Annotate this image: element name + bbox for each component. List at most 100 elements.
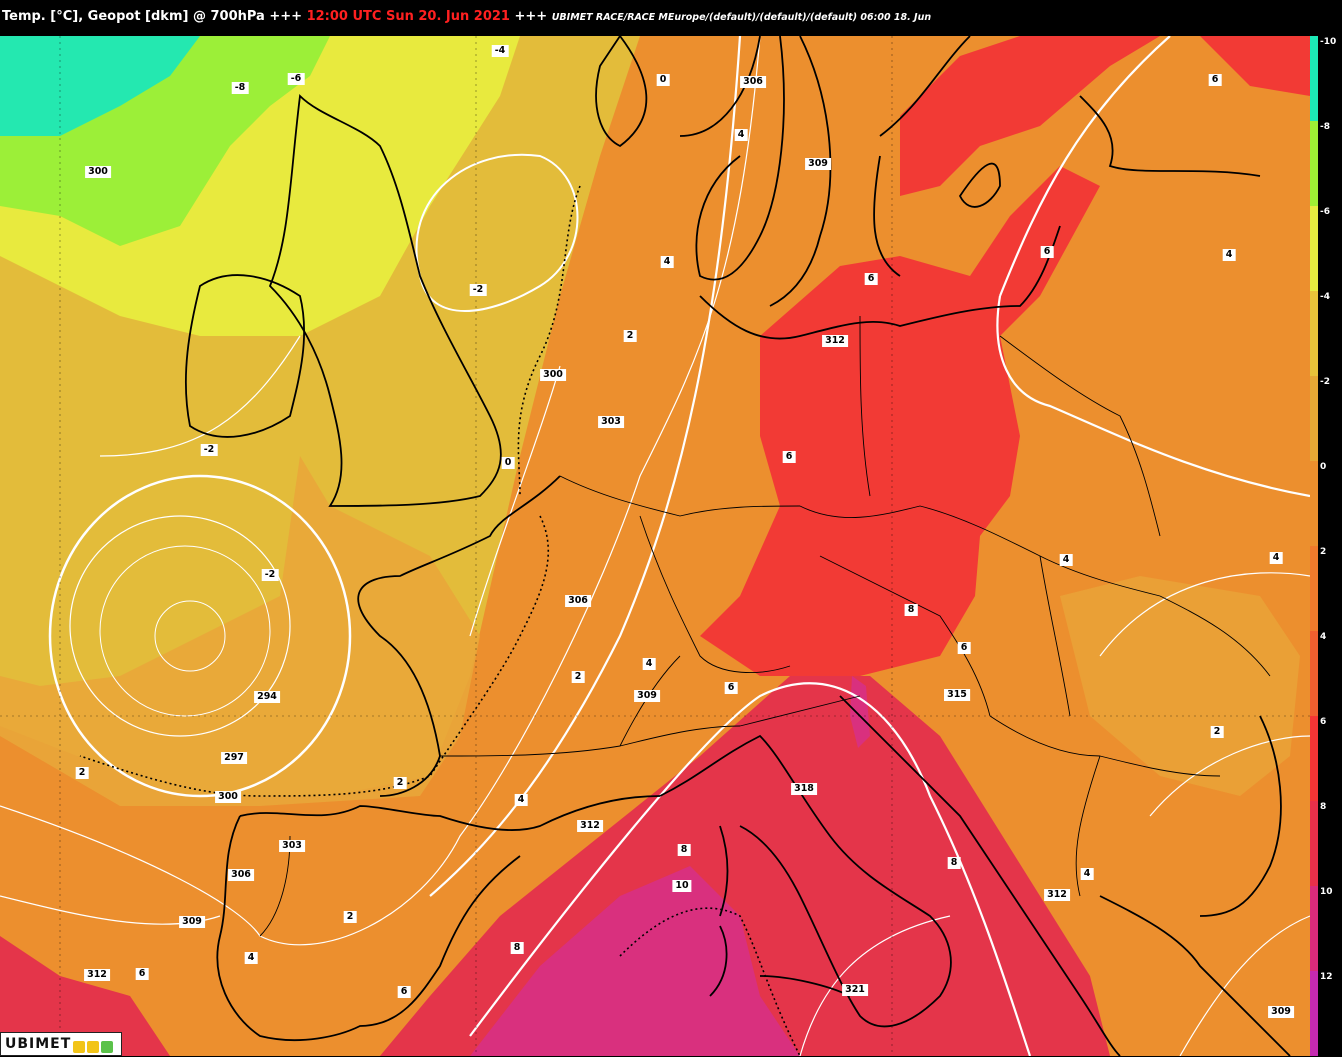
geopotential-label: 300 bbox=[85, 166, 111, 178]
temperature-label: 4 bbox=[514, 794, 528, 806]
chart-title: Temp. [°C], Geopot [dkm] @ 700hPa +++ 12… bbox=[2, 9, 931, 24]
temperature-label: 8 bbox=[510, 942, 524, 954]
title-bar: Temp. [°C], Geopot [dkm] @ 700hPa +++ 12… bbox=[0, 0, 1342, 36]
graticule bbox=[0, 36, 1310, 1056]
legend-swatch bbox=[1310, 631, 1318, 717]
temperature-label: 8 bbox=[677, 844, 691, 856]
temperature-label: 0 bbox=[501, 457, 515, 469]
geopotential-label: 303 bbox=[598, 416, 624, 428]
title-valid-time: 12:00 UTC Sun 20. Jun 2021 bbox=[306, 9, 510, 24]
legend-tick: -6 bbox=[1320, 207, 1330, 217]
legend-tick: 4 bbox=[1320, 632, 1327, 642]
legend-swatch bbox=[1310, 121, 1318, 207]
temperature-label: 6 bbox=[135, 968, 149, 980]
legend-swatch bbox=[1310, 801, 1318, 887]
temperature-label: 6 bbox=[782, 451, 796, 463]
temperature-label: 4 bbox=[244, 952, 258, 964]
temperature-label: 8 bbox=[904, 604, 918, 616]
geopotential-label: 312 bbox=[84, 969, 110, 981]
temp-zone-magenta bbox=[470, 866, 800, 1056]
temperature-label: -8 bbox=[231, 82, 249, 94]
geopotential-label: 309 bbox=[805, 158, 831, 170]
temperature-label: 0 bbox=[656, 74, 670, 86]
legend-tick: -8 bbox=[1320, 122, 1330, 132]
geopotential-label: 321 bbox=[842, 984, 868, 996]
legend-swatch bbox=[1310, 461, 1318, 547]
drop-icon bbox=[101, 1041, 113, 1053]
legend-tick: 8 bbox=[1320, 802, 1327, 812]
geopotential-label: 306 bbox=[228, 869, 254, 881]
legend-tick: 0 bbox=[1320, 462, 1327, 472]
geopotential-label: 303 bbox=[279, 840, 305, 852]
temperature-label: -2 bbox=[469, 284, 487, 296]
temperature-label: 4 bbox=[1222, 249, 1236, 261]
title-model-run: UBIMET RACE/RACE MEurope/(default)/(defa… bbox=[551, 12, 932, 23]
temp-zone-magenta-adriatic bbox=[850, 676, 870, 748]
country-borders bbox=[259, 315, 1271, 937]
geopotential-contours bbox=[0, 36, 1310, 1056]
cloud-icon bbox=[87, 1041, 99, 1053]
logo-text: UBIMET bbox=[5, 1036, 72, 1052]
legend-swatch bbox=[1310, 291, 1318, 377]
isotherm-dotted bbox=[79, 185, 801, 1056]
title-separator: +++ bbox=[509, 9, 552, 24]
legend-tick: -10 bbox=[1320, 37, 1337, 47]
temperature-label: 2 bbox=[623, 330, 637, 342]
temperature-label: 2 bbox=[343, 911, 357, 923]
temperature-label: 2 bbox=[393, 777, 407, 789]
legend-tick: 10 bbox=[1320, 887, 1333, 897]
temperature-label: 6 bbox=[724, 682, 738, 694]
geopotential-label: 312 bbox=[577, 820, 603, 832]
legend-swatch bbox=[1310, 716, 1318, 802]
geopotential-label: 309 bbox=[1268, 1006, 1294, 1018]
temperature-label: -2 bbox=[261, 569, 279, 581]
geopotential-label: 306 bbox=[740, 76, 766, 88]
title-variable: Temp. [°C], Geopot [dkm] @ 700hPa +++ bbox=[2, 9, 307, 24]
temp-zone-orange-east bbox=[1060, 576, 1300, 796]
legend-swatch bbox=[1310, 206, 1318, 292]
temperature-label: 2 bbox=[1210, 726, 1224, 738]
temperature-label: 2 bbox=[75, 767, 89, 779]
temperature-label: 4 bbox=[734, 129, 748, 141]
temperature-label: 6 bbox=[397, 986, 411, 998]
geopotential-label: 315 bbox=[944, 689, 970, 701]
ubimet-logo: UBIMET bbox=[0, 1032, 122, 1056]
geopotential-label: 309 bbox=[179, 916, 205, 928]
temperature-label: 6 bbox=[864, 273, 878, 285]
temp-zone-cold bbox=[0, 36, 200, 136]
logo-weather-icons bbox=[73, 1038, 115, 1057]
geopotential-label: 300 bbox=[215, 791, 241, 803]
temp-zone-crimson-iberia bbox=[0, 936, 170, 1056]
legend-tick: 12 bbox=[1320, 972, 1333, 982]
geopotential-label: 318 bbox=[791, 783, 817, 795]
sun-icon bbox=[73, 1041, 85, 1053]
temperature-label: 10 bbox=[672, 880, 692, 892]
legend-tick: -4 bbox=[1320, 292, 1330, 302]
geopotential-label: 306 bbox=[565, 595, 591, 607]
temperature-label: 4 bbox=[1059, 554, 1073, 566]
temp-zone-red-ne bbox=[1200, 36, 1310, 96]
geopotential-label: 300 bbox=[540, 369, 566, 381]
legend-swatch bbox=[1310, 886, 1318, 972]
temperature-label: 4 bbox=[1269, 552, 1283, 564]
geopotential-label: 312 bbox=[1044, 889, 1070, 901]
coastlines bbox=[185, 36, 1291, 1056]
geopotential-label: 312 bbox=[822, 335, 848, 347]
legend-colorbar bbox=[1310, 36, 1318, 1056]
weather-map[interactable] bbox=[0, 36, 1310, 1056]
temperature-label: 4 bbox=[642, 658, 656, 670]
legend-swatch bbox=[1310, 376, 1318, 462]
temperature-label: 2 bbox=[571, 671, 585, 683]
geopotential-label: 297 bbox=[221, 752, 247, 764]
temperature-label: -6 bbox=[287, 73, 305, 85]
legend-tick: 6 bbox=[1320, 717, 1327, 727]
temperature-label: 4 bbox=[660, 256, 674, 268]
temperature-label: -2 bbox=[200, 444, 218, 456]
temperature-label: 8 bbox=[947, 857, 961, 869]
geopotential-label: 309 bbox=[634, 690, 660, 702]
legend-tick: 2 bbox=[1320, 547, 1327, 557]
legend-swatch bbox=[1310, 546, 1318, 632]
temperature-label: 6 bbox=[1208, 74, 1222, 86]
geopotential-label: 294 bbox=[254, 691, 280, 703]
legend-swatch bbox=[1310, 971, 1318, 1056]
